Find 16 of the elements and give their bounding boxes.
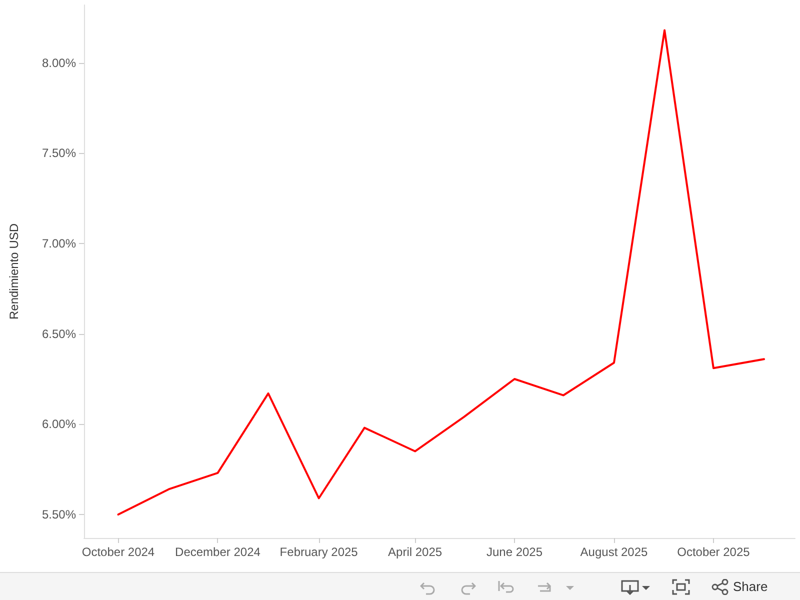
y-tick-label: 5.50% [42,508,76,522]
y-tick-label: 7.50% [42,146,76,160]
x-tick-label: April 2025 [388,545,442,559]
line-series [117,29,766,516]
y-tick-label: 8.00% [42,56,76,70]
text: Share [733,579,768,594]
x-tick-label: October 2024 [82,545,155,559]
y-tick-label: 6.50% [42,326,76,341]
y-axis-title: Rendimiento USD [7,223,21,320]
x-tick-label: October 2025 [677,545,750,559]
y-tick-label: 6.00% [42,417,76,432]
x-tick-label: February 2025 [280,545,358,559]
y-tick-label: 7.00% [42,236,76,250]
x-tick-label: August 2025 [580,545,648,559]
x-tick-label: December 2024 [175,545,261,559]
x-tick-label: June 2025 [486,545,543,559]
